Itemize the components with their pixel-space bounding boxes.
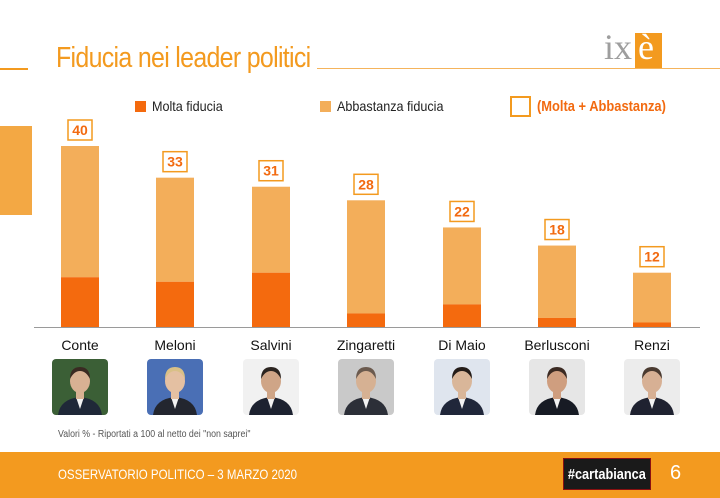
bar-molta-conte: [61, 277, 99, 327]
total-label: 33: [167, 154, 183, 170]
title-rule-left: [0, 68, 28, 70]
legend-abbastanza-label: Abbastanza fiducia: [337, 98, 444, 114]
total-label-box: [162, 150, 188, 173]
bar-abbastanza-meloni: [156, 177, 194, 282]
ixe-logo: i x è: [604, 25, 662, 71]
category-label: Renzi: [634, 337, 670, 353]
category-label: Di Maio: [438, 337, 486, 353]
total-label-box: [67, 119, 93, 141]
legend-total: (Molta + Abbastanza): [510, 94, 687, 118]
legend-abbastanza: Abbastanza fiducia: [320, 97, 455, 115]
footnote: Valori % - Riportati a 100 al netto dei …: [58, 429, 251, 440]
bar-molta-salvini: [252, 272, 290, 327]
logo-letter-i: i: [604, 27, 615, 67]
page-number: 6: [670, 462, 682, 484]
total-label-box: [639, 245, 665, 268]
total-label: 22: [454, 203, 470, 219]
total-label-box: [544, 218, 570, 241]
side-accent-block: [0, 126, 32, 215]
photo-di-maio: [434, 359, 490, 415]
photo-berlusconi: [529, 359, 585, 415]
logo-letter-e: è: [638, 27, 654, 67]
photo-zingaretti: [338, 359, 394, 415]
total-label-box: [353, 173, 379, 196]
total-label: 28: [358, 176, 374, 192]
total-label: 18: [549, 222, 565, 238]
total-label-box: [258, 159, 284, 182]
title-rule-right: [317, 68, 720, 69]
bar-abbastanza-renzi: [633, 272, 671, 323]
bar-molta-di-maio: [443, 304, 481, 327]
category-label: Berlusconi: [524, 337, 589, 353]
category-label: Zingaretti: [337, 337, 395, 353]
photo-meloni: [147, 359, 203, 415]
total-label: 12: [644, 249, 660, 265]
category-label: Conte: [61, 337, 99, 353]
bar-abbastanza-zingaretti: [347, 200, 385, 314]
legend-abbastanza-swatch: [320, 100, 331, 112]
legend-molta-label: Molta fiducia: [152, 98, 223, 114]
total-label: 40: [72, 122, 88, 138]
legend-total-box: [510, 95, 531, 117]
bar-molta-zingaretti: [347, 313, 385, 327]
bar-molta-meloni: [156, 281, 194, 327]
bar-abbastanza-di-maio: [443, 227, 481, 305]
footer-text: OSSERVATORIO POLITICO – 3 MARZO 2020: [58, 466, 298, 482]
cartabianca-label: #cartabianca: [568, 465, 646, 483]
bar-abbastanza-berlusconi: [538, 245, 576, 318]
legend-total-label: (Molta + Abbastanza): [537, 97, 666, 115]
category-label: Meloni: [154, 337, 195, 353]
bar-chart: 40 Conte 33 Meloni 31 Salvini 28 Zingaretti 22 Di…: [34, 119, 700, 353]
logo-letter-x: x: [614, 27, 632, 67]
cartabianca-logo: #cartabianca: [563, 458, 651, 490]
bar-molta-berlusconi: [538, 317, 576, 327]
photo-salvini: [243, 359, 299, 415]
bar-abbastanza-conte: [61, 146, 99, 278]
page-title: Fiducia nei leader politici: [56, 42, 311, 74]
bar-molta-renzi: [633, 322, 671, 327]
total-label-box: [449, 200, 475, 223]
legend-molta: Molta fiducia: [135, 97, 231, 115]
total-label: 31: [263, 163, 279, 179]
legend-molta-swatch: [135, 100, 146, 112]
logo-box: [635, 33, 662, 68]
category-label: Salvini: [250, 337, 291, 353]
photo-renzi: [624, 359, 680, 415]
bar-abbastanza-salvini: [252, 186, 290, 273]
photo-conte: [52, 359, 108, 415]
